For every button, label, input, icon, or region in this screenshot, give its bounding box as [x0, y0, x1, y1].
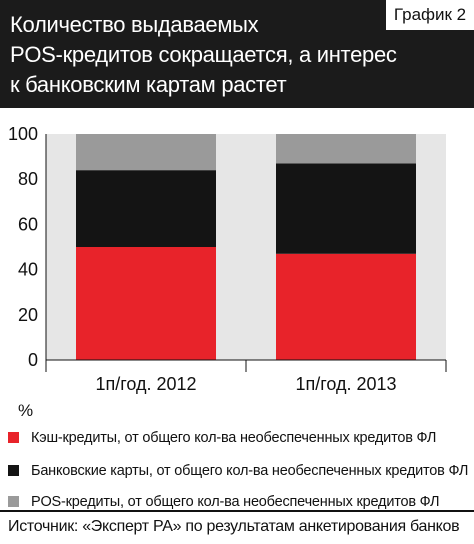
source-note: Источник: «Эксперт РА» по результатам ан…	[8, 518, 460, 535]
bar-segment	[276, 163, 416, 254]
stacked-bar-chart: 0 20 40 60 80 100 1п/год. 2012 1п/год. 2013%	[8, 124, 447, 420]
legend-label: Банковские карты, от общего кол-ва необе…	[31, 463, 469, 479]
x-tick-label: 1п/год. 2013	[295, 374, 396, 394]
y-tick-label: 40	[18, 260, 38, 280]
legend-item-pos-loans: POS-кредиты, от общего кол-ва необеспече…	[8, 492, 440, 512]
bar-segment	[276, 134, 416, 164]
chart-header: Количество выдаваемых POS-кредитов сокра…	[0, 0, 474, 108]
legend-label: Кэш-кредиты, от общего кол-ва необеспече…	[31, 430, 437, 446]
bar-segment	[76, 170, 216, 247]
legend-swatch	[8, 495, 19, 507]
title-line: к банковским картам растет	[10, 72, 287, 97]
bar-segment	[76, 134, 216, 171]
y-tick-label: 100	[8, 124, 38, 144]
y-tick-label: 80	[18, 169, 38, 189]
y-tick-label: 0	[28, 350, 38, 370]
bar-segment	[76, 247, 216, 360]
chart-title: Количество выдаваемых POS-кредитов сокра…	[10, 10, 410, 100]
title-line: POS-кредитов сокращается, а интерес	[10, 42, 397, 67]
y-tick-label: 20	[18, 305, 38, 325]
legend-item-bank-cards: Банковские карты, от общего кол-ва необе…	[8, 461, 468, 481]
bar-segment	[276, 253, 416, 360]
title-line: Количество выдаваемых	[10, 12, 259, 37]
chart-area: 0 20 40 60 80 100 1п/год. 2012 1п/год. 2013%	[0, 120, 474, 420]
x-tick-label: 1п/год. 2012	[95, 374, 196, 394]
y-unit-label: %	[18, 401, 33, 420]
source-divider	[0, 510, 474, 512]
legend-swatch	[8, 431, 19, 443]
legend-label: POS-кредиты, от общего кол-ва необеспече…	[31, 494, 440, 510]
graph-number-badge: График 2	[386, 0, 474, 30]
legend-item-cash-loans: Кэш-кредиты, от общего кол-ва необеспече…	[8, 428, 436, 448]
legend-swatch	[8, 464, 19, 476]
y-tick-label: 60	[18, 214, 38, 234]
